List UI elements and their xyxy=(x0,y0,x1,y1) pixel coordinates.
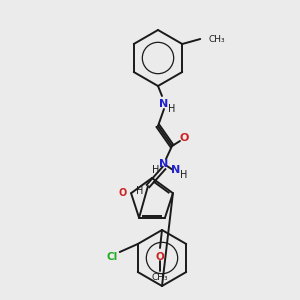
Text: H: H xyxy=(136,186,144,196)
Text: CH₃: CH₃ xyxy=(152,272,168,281)
Text: O: O xyxy=(179,133,189,143)
Text: Cl: Cl xyxy=(106,252,117,262)
Text: N: N xyxy=(159,99,169,109)
Text: N: N xyxy=(171,165,181,175)
Text: O: O xyxy=(156,252,164,262)
Text: H: H xyxy=(152,165,160,175)
Text: N: N xyxy=(159,159,169,169)
Text: O: O xyxy=(119,188,127,198)
Text: CH₃: CH₃ xyxy=(208,34,225,43)
Text: H: H xyxy=(168,104,176,114)
Text: H: H xyxy=(180,170,188,180)
